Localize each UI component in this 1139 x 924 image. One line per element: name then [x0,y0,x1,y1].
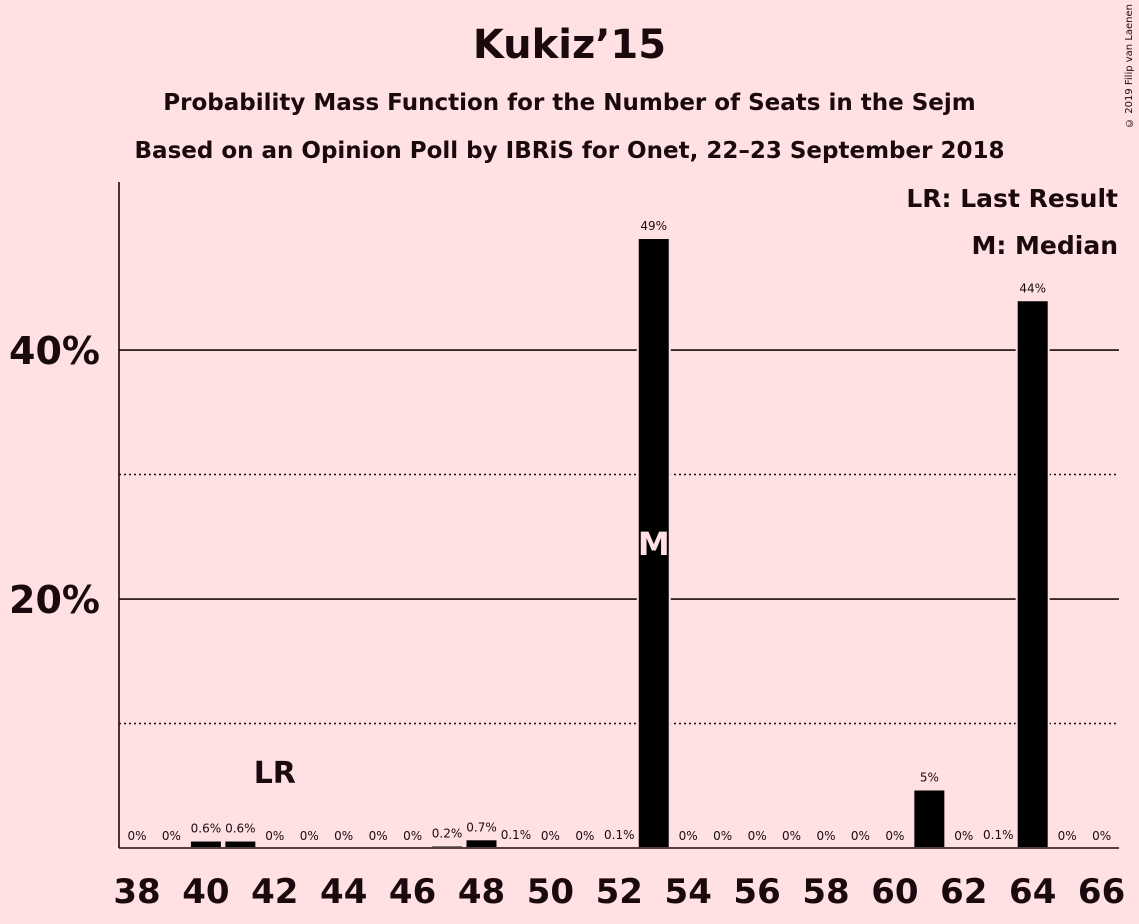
chart-subtitle: Probability Mass Function for the Number… [163,90,976,116]
data-label-seat-66: 0% [1092,829,1111,843]
data-label-seat-60: 0% [885,829,904,843]
data-label-seat-57: 0% [782,829,801,843]
x-tick-label: 64 [1009,872,1056,912]
median-marker: M [638,525,670,563]
x-tick-label: 44 [320,872,367,912]
data-label-seat-64: 44% [1019,281,1046,295]
x-tick-label: 62 [940,872,987,912]
data-label-seat-50: 0% [541,829,560,843]
bar-seat-48 [464,838,499,850]
data-label-seat-62: 0% [954,829,973,843]
data-label-seat-38: 0% [127,829,146,843]
legend-median: M: Median [971,231,1118,260]
data-label-seat-49: 0.1% [501,828,532,842]
data-label-seat-53: 49% [640,219,667,233]
data-label-seat-61: 5% [920,770,939,784]
data-label-seat-46: 0% [403,829,422,843]
legend-last-result: LR: Last Result [906,184,1118,213]
data-label-seat-65: 0% [1058,829,1077,843]
bar-seat-40 [188,839,223,849]
data-label-seat-48: 0.7% [466,820,497,834]
x-tick-label: 66 [1078,872,1125,912]
y-tick-label: 20% [9,578,100,622]
bar-seat-64 [1015,299,1050,850]
x-tick-label: 54 [665,872,712,912]
x-tick-label: 40 [182,872,229,912]
data-label-seat-52: 0.1% [604,828,635,842]
data-label-seat-51: 0% [575,829,594,843]
data-label-seat-58: 0% [816,829,835,843]
chart-title: Kukiz’15 [472,22,667,68]
data-label-seat-41: 0.6% [225,822,256,836]
data-label-seat-56: 0% [748,829,767,843]
x-tick-label: 48 [458,872,505,912]
data-label-seat-55: 0% [713,829,732,843]
data-label-seat-42: 0% [265,829,284,843]
data-label-seat-43: 0% [300,829,319,843]
data-label-seat-59: 0% [851,829,870,843]
x-tick-label: 56 [733,872,780,912]
bar-seat-41 [223,839,258,849]
x-tick-label: 46 [389,872,436,912]
chart-subtitle-poll: Based on an Opinion Poll by IBRiS for On… [134,138,1005,164]
data-label-seat-45: 0% [369,829,388,843]
data-label-seat-39: 0% [162,829,181,843]
data-label-seat-40: 0.6% [191,822,222,836]
data-label-seat-47: 0.2% [432,827,463,841]
x-tick-label: 38 [113,872,160,912]
x-tick-label: 50 [527,872,574,912]
data-label-seat-54: 0% [679,829,698,843]
last-result-marker: LR [254,756,296,791]
data-label-seat-63: 0.1% [983,828,1014,842]
x-tick-label: 42 [251,872,298,912]
data-label-seat-44: 0% [334,829,353,843]
bar-seat-61 [912,788,947,849]
bar-seat-53 [636,237,671,850]
x-tick-label: 60 [871,872,918,912]
y-tick-label: 40% [9,329,100,373]
x-tick-label: 52 [596,872,643,912]
x-tick-label: 58 [802,872,849,912]
